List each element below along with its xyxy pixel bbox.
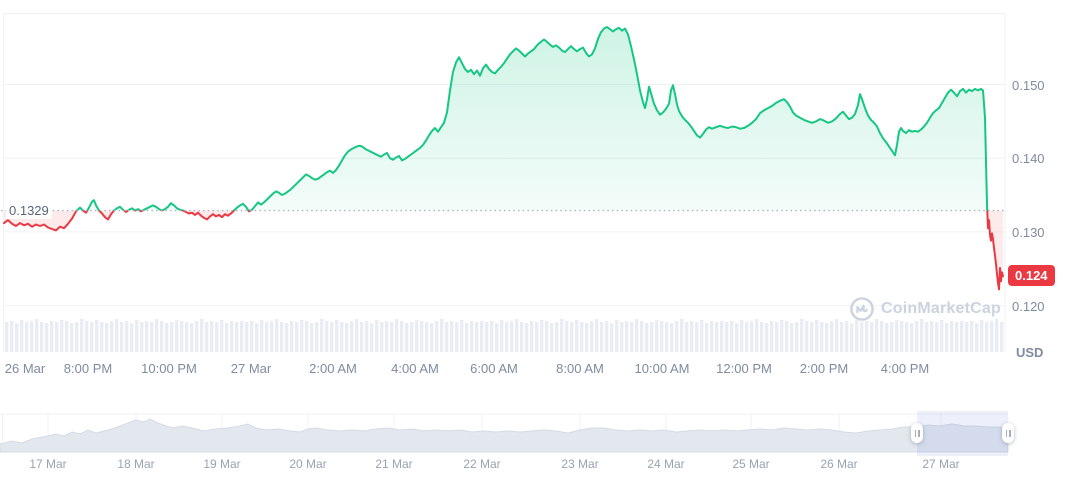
x-axis-label: 8:00 AM xyxy=(556,361,604,376)
navigator-date-label: 27 Mar xyxy=(922,457,960,471)
navigator-date-label: 26 Mar xyxy=(820,457,858,471)
y-axis-label: 0.130 xyxy=(1012,224,1045,240)
x-axis-label: 8:00 PM xyxy=(63,361,113,376)
navigator-right-handle[interactable] xyxy=(1002,423,1014,443)
navigator-area xyxy=(0,418,1009,453)
price-line-down xyxy=(3,210,1004,291)
navigator-left-handle[interactable] xyxy=(911,423,923,443)
x-axis-label: 4:00 PM xyxy=(880,361,930,376)
currency-label: USD xyxy=(1016,345,1044,360)
x-axis-label: 26 Mar xyxy=(4,361,46,376)
navigator-date-label: 24 Mar xyxy=(647,457,685,471)
previous-close-label: 0.1329 xyxy=(6,202,52,219)
navigator-date-label: 25 Mar xyxy=(732,457,770,471)
x-axis-label: 2:00 PM xyxy=(799,361,849,376)
x-axis-label: 12:00 PM xyxy=(716,361,772,376)
navigator-date-label: 18 Mar xyxy=(117,457,155,471)
x-axis-label: 10:00 PM xyxy=(141,361,197,376)
x-axis-label: 4:00 AM xyxy=(391,361,439,376)
x-axis-label: 6:00 AM xyxy=(470,361,518,376)
x-axis-label: 27 Mar xyxy=(230,361,272,376)
price-line-up xyxy=(75,26,989,211)
watermark-text: CoinMarketCap xyxy=(881,300,1001,317)
coinmarketcap-watermark: CoinMarketCap xyxy=(849,296,1001,322)
navigator-date-label: 23 Mar xyxy=(561,457,599,471)
x-axis-label: 2:00 AM xyxy=(309,361,357,376)
range-navigator-chart[interactable] xyxy=(0,405,1072,477)
y-axis-label: 0.120 xyxy=(1012,298,1045,314)
last-price-badge: 0.124 xyxy=(1008,265,1055,286)
volume-bars xyxy=(5,319,1004,352)
navigator-date-label: 19 Mar xyxy=(203,457,241,471)
navigator-date-label: 21 Mar xyxy=(375,457,413,471)
price-chart[interactable] xyxy=(0,0,1072,356)
navigator-date-label: 17 Mar xyxy=(29,457,67,471)
coinmarketcap-logo-icon xyxy=(850,297,874,321)
x-axis-label: 10:00 AM xyxy=(634,361,690,376)
y-axis-label: 0.150 xyxy=(1012,77,1045,93)
navigator-selection[interactable] xyxy=(917,411,1008,456)
y-axis-label: 0.140 xyxy=(1012,151,1045,167)
navigator-date-label: 22 Mar xyxy=(463,457,501,471)
navigator-date-label: 20 Mar xyxy=(289,457,327,471)
